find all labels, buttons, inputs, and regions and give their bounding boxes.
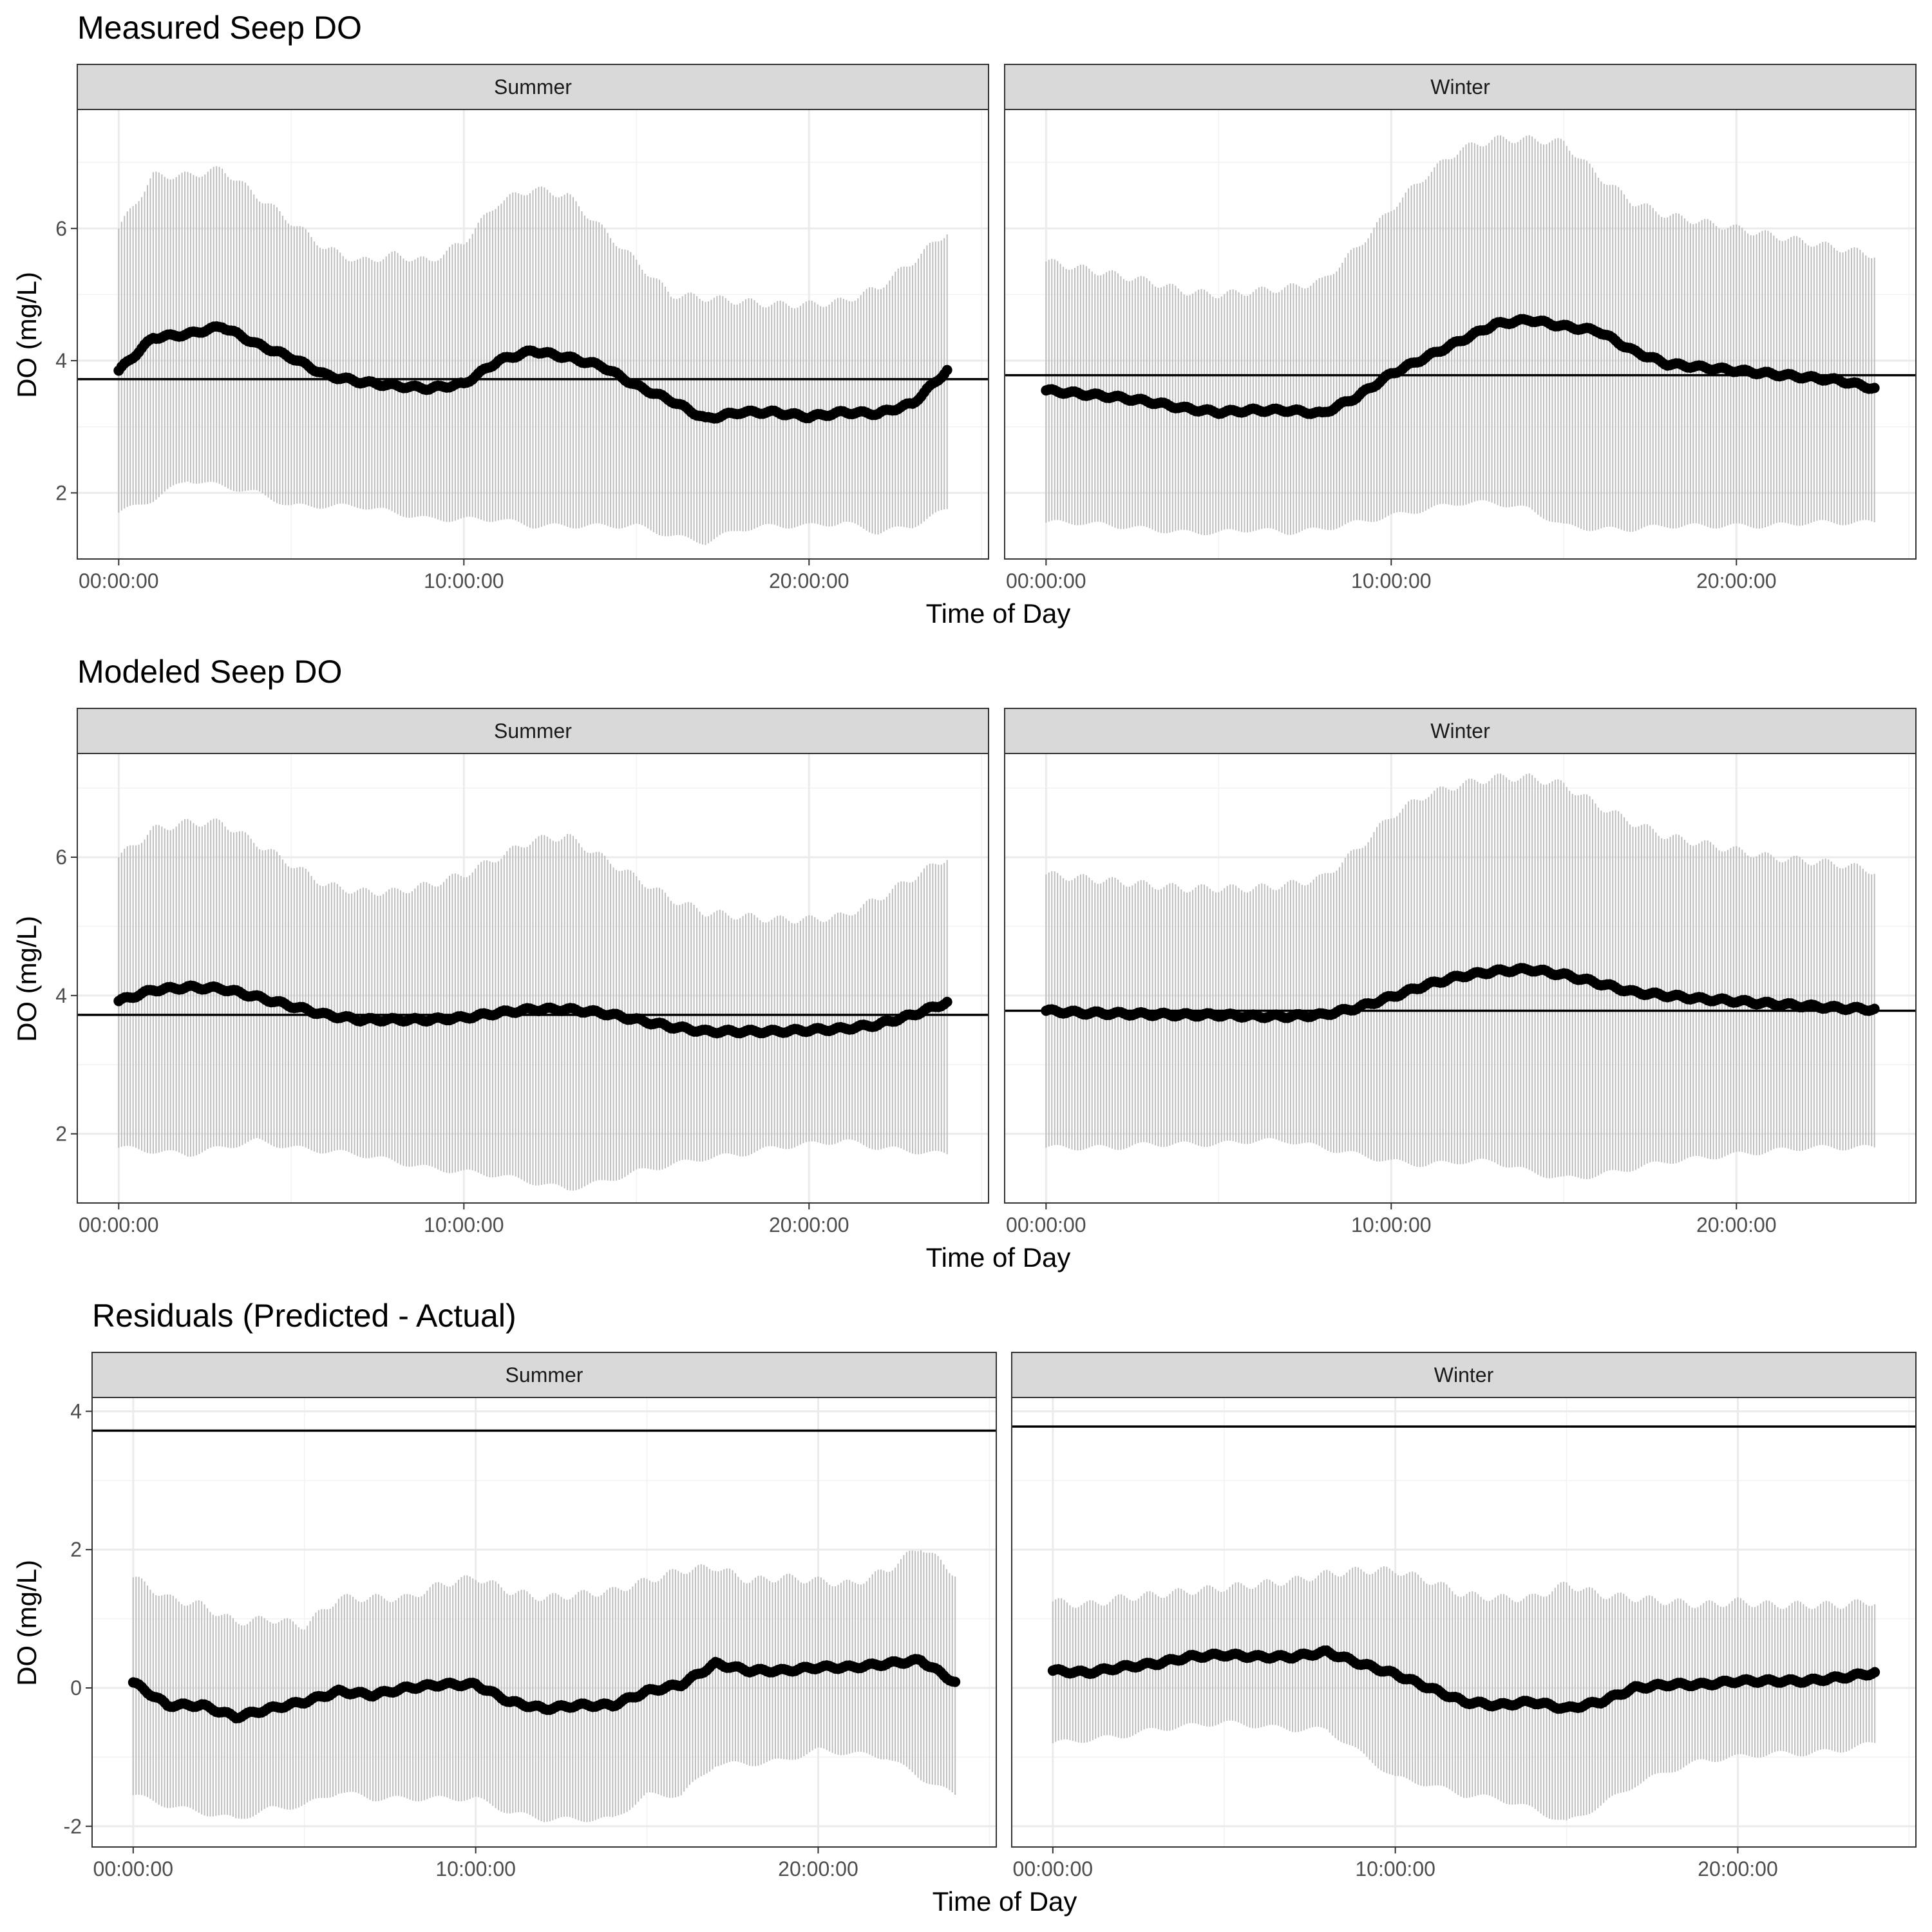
panel-3-title: Residuals (Predicted - Actual) xyxy=(92,1298,516,1334)
panel-3-ylabel: DO (mg/L) xyxy=(12,1560,42,1686)
data-point xyxy=(950,1676,961,1687)
x-tick-label: 00:00:00 xyxy=(93,1857,174,1880)
facet-2-winter: Winter 00:00:00 10:00:00 20:00:00 xyxy=(1004,708,1917,1236)
mean-points xyxy=(1041,314,1880,419)
mean-points xyxy=(1041,963,1880,1023)
data-point xyxy=(942,365,952,375)
x-tick-label: 00:00:00 xyxy=(1013,1857,1094,1880)
facet-strip-label: Winter xyxy=(1434,1363,1494,1387)
x-tick-label: 20:00:00 xyxy=(769,569,849,592)
mean-points xyxy=(128,1654,961,1724)
facet-1-summer: Summer 00:00:00 10:00:00 20:00:00 2 4 6 xyxy=(55,64,989,592)
x-tick-label: 10:00:00 xyxy=(1351,1213,1432,1236)
facet-3-summer: Summer 00:00:00 10:00:00 20:00:00 -2 0 2 4 xyxy=(64,1352,997,1880)
x-tick-label: 00:00:00 xyxy=(79,569,159,592)
facet-strip xyxy=(91,1352,997,1398)
panel-2-ylabel: DO (mg/L) xyxy=(12,916,42,1042)
facet-strip xyxy=(1011,1352,1917,1398)
data-point xyxy=(1869,383,1880,393)
x-tick-label: 20:00:00 xyxy=(1696,569,1777,592)
x-tick-label: 20:00:00 xyxy=(778,1857,858,1880)
x-tick-label: 00:00:00 xyxy=(1006,569,1086,592)
y-tick-label: 6 xyxy=(55,217,67,240)
facet-strip xyxy=(77,64,989,110)
plot-border xyxy=(1004,109,1917,560)
panel-2-title: Modeled Seep DO xyxy=(77,654,342,690)
facet-3-winter: Winter 00:00:00 10:00:00 20:00:00 xyxy=(1011,1352,1917,1880)
y-tick-label: 4 xyxy=(55,349,67,372)
data-point xyxy=(942,996,952,1007)
panel-1-title: Measured Seep DO xyxy=(77,10,362,46)
y-tick-label: 0 xyxy=(70,1676,82,1700)
facet-strip xyxy=(77,708,989,754)
x-tick-label: 10:00:00 xyxy=(424,569,504,592)
x-tick-label: 10:00:00 xyxy=(424,1213,504,1236)
x-tick-label: 20:00:00 xyxy=(1696,1213,1777,1236)
facet-strip-label: Winter xyxy=(1430,75,1490,99)
y-tick-label: 2 xyxy=(70,1538,82,1561)
facet-1-winter: Winter 00:00:00 10:00:00 20:00:00 xyxy=(1004,64,1917,592)
plot-border xyxy=(77,109,989,560)
plot-border xyxy=(1011,1397,1917,1848)
chart-layer: Summer 00:00:00 10:00:00 20:00:00 2 4 6 Winter 0… xyxy=(55,64,1917,1880)
y-tick-label: 2 xyxy=(55,481,67,504)
y-tick-label: 4 xyxy=(55,984,67,1007)
facet-strip-label: Summer xyxy=(494,75,572,99)
x-tick-label: 00:00:00 xyxy=(1006,1213,1086,1236)
panel-2-xlabel: Time of Day xyxy=(926,1242,1071,1273)
panel-1-ylabel: DO (mg/L) xyxy=(12,272,42,398)
error-bars xyxy=(118,819,948,1191)
mean-points xyxy=(113,980,952,1039)
y-tick-label: 6 xyxy=(55,846,67,869)
facet-strip-label: Summer xyxy=(506,1363,583,1387)
x-tick-label: 10:00:00 xyxy=(1355,1857,1435,1880)
mean-points xyxy=(1047,1645,1880,1714)
x-tick-label: 10:00:00 xyxy=(435,1857,516,1880)
x-tick-label: 00:00:00 xyxy=(79,1213,159,1236)
mean-points xyxy=(113,321,952,424)
y-tick-label: 2 xyxy=(55,1122,67,1146)
facet-strip-label: Winter xyxy=(1430,719,1490,743)
y-tick-label: -2 xyxy=(64,1815,82,1838)
panel-3-xlabel: Time of Day xyxy=(933,1886,1077,1917)
data-point xyxy=(1870,1667,1880,1678)
plot-border xyxy=(91,1397,997,1848)
facet-2-summer: Summer 00:00:00 10:00:00 20:00:00 2 4 6 xyxy=(55,708,989,1236)
data-point xyxy=(1869,1003,1880,1014)
x-tick-label: 10:00:00 xyxy=(1351,569,1432,592)
y-tick-label: 4 xyxy=(70,1399,82,1423)
facet-strip xyxy=(1004,64,1917,110)
plot-border xyxy=(77,753,989,1204)
x-tick-label: 20:00:00 xyxy=(1698,1857,1778,1880)
plot-border xyxy=(1004,753,1917,1204)
facet-strip-label: Summer xyxy=(494,719,572,743)
x-tick-label: 20:00:00 xyxy=(769,1213,849,1236)
panel-1-xlabel: Time of Day xyxy=(926,598,1071,629)
